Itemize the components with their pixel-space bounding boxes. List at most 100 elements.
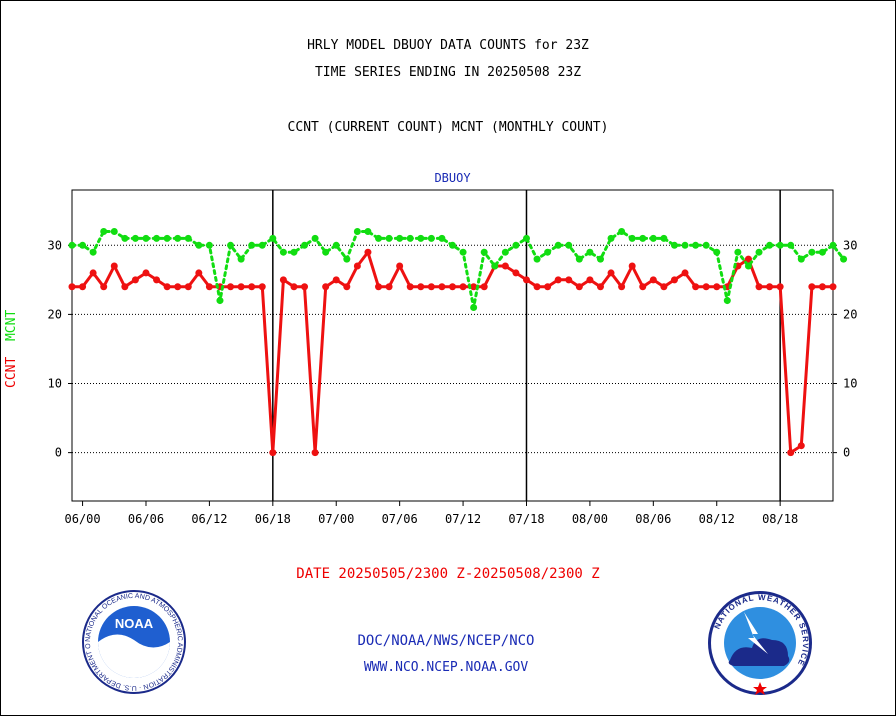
point-ccnt-57 (670, 276, 678, 284)
series-line-ccnt (72, 248, 833, 456)
point-ccnt-9 (163, 283, 171, 291)
point-mcnt-57 (670, 241, 678, 249)
chart-subtitle: CCNT (CURRENT COUNT) MCNT (MONTHLY COUNT… (287, 120, 609, 135)
point-mcnt-6 (131, 234, 139, 242)
point-mcnt-62 (723, 297, 731, 305)
y-tick-label-right-10: 10 (843, 377, 857, 391)
point-mcnt-42 (512, 241, 520, 249)
series-line-mcnt (70, 229, 846, 308)
point-mcnt-46 (554, 241, 562, 249)
point-ccnt-20 (279, 276, 287, 284)
point-ccnt-67 (776, 283, 784, 291)
point-mcnt-21 (290, 248, 298, 256)
point-mcnt-64 (744, 262, 752, 270)
point-mcnt-13 (205, 241, 213, 249)
point-ccnt-19 (269, 449, 277, 457)
point-mcnt-7 (142, 234, 150, 242)
point-mcnt-53 (628, 234, 636, 242)
point-ccnt-1 (79, 283, 87, 291)
point-mcnt-73 (840, 255, 848, 263)
point-mcnt-37 (459, 248, 467, 256)
x-tick-label-2: 06/12 (191, 512, 227, 526)
x-tick-label-6: 07/12 (445, 512, 481, 526)
y-tick-label-right-20: 20 (843, 307, 857, 321)
point-mcnt-30 (385, 234, 393, 242)
x-tick-label-10: 08/12 (699, 512, 735, 526)
point-ccnt-26 (343, 283, 351, 291)
point-ccnt-28 (364, 248, 372, 256)
point-ccnt-25 (332, 276, 340, 284)
point-ccnt-16 (237, 283, 245, 291)
point-mcnt-48 (575, 255, 583, 263)
point-mcnt-54 (639, 234, 647, 242)
point-mcnt-69 (797, 255, 805, 263)
point-ccnt-69 (797, 442, 805, 450)
point-mcnt-23 (311, 234, 319, 242)
point-mcnt-12 (195, 241, 203, 249)
point-ccnt-44 (533, 283, 541, 291)
point-mcnt-72 (829, 241, 837, 249)
point-mcnt-47 (565, 241, 573, 249)
x-tick-label-5: 07/06 (382, 512, 418, 526)
point-ccnt-38 (470, 283, 478, 291)
title-line-2: TIME SERIES ENDING IN 20250508 23Z (314, 65, 582, 80)
point-ccnt-4 (110, 262, 118, 270)
point-ccnt-41 (501, 262, 509, 270)
point-mcnt-5 (121, 234, 129, 242)
point-mcnt-65 (755, 248, 763, 256)
point-mcnt-61 (713, 248, 721, 256)
noaa-logo: NATIONAL OCEANIC AND ATMOSPHERIC ADMINIS… (80, 590, 186, 694)
point-ccnt-48 (575, 283, 583, 291)
point-ccnt-8 (153, 276, 161, 284)
point-mcnt-29 (375, 234, 383, 242)
x-tick-label-4: 07/00 (318, 512, 354, 526)
point-ccnt-13 (205, 283, 213, 291)
point-mcnt-56 (660, 234, 668, 242)
point-ccnt-55 (649, 276, 657, 284)
point-mcnt-22 (301, 241, 309, 249)
point-ccnt-49 (586, 276, 594, 284)
point-ccnt-2 (89, 269, 97, 277)
point-mcnt-17 (248, 241, 256, 249)
point-ccnt-58 (681, 269, 689, 277)
point-ccnt-47 (565, 276, 573, 284)
point-mcnt-66 (766, 241, 774, 249)
x-tick-label-0: 06/00 (65, 512, 101, 526)
y-tick-label-left-20: 20 (48, 307, 62, 321)
point-mcnt-51 (607, 234, 615, 242)
point-ccnt-17 (248, 283, 256, 291)
point-mcnt-44 (533, 255, 541, 263)
point-mcnt-2 (89, 248, 97, 256)
point-mcnt-11 (184, 234, 192, 242)
point-ccnt-72 (829, 283, 837, 291)
point-mcnt-36 (449, 241, 456, 249)
point-ccnt-0 (68, 283, 76, 291)
point-mcnt-34 (427, 234, 435, 242)
y-tick-label-right-30: 30 (843, 238, 857, 252)
org-path-link[interactable]: DOC/NOAA/NWS/NCEP/NCO (357, 633, 535, 649)
point-mcnt-41 (501, 248, 509, 256)
point-ccnt-64 (744, 255, 752, 263)
point-ccnt-50 (596, 283, 604, 291)
point-ccnt-65 (755, 283, 763, 291)
point-mcnt-1 (79, 241, 87, 249)
point-ccnt-12 (195, 269, 203, 277)
point-ccnt-7 (142, 269, 150, 277)
point-mcnt-32 (406, 234, 414, 242)
point-ccnt-29 (375, 283, 383, 291)
y-tick-label-left-10: 10 (48, 377, 62, 391)
point-ccnt-10 (174, 283, 182, 291)
point-mcnt-58 (681, 241, 689, 249)
point-ccnt-59 (692, 283, 700, 291)
y-tick-label-right-0: 0 (843, 446, 850, 460)
point-ccnt-21 (290, 283, 298, 291)
point-mcnt-49 (586, 248, 594, 256)
point-mcnt-20 (279, 248, 287, 256)
point-ccnt-53 (628, 262, 636, 270)
plot-area-border (71, 189, 834, 502)
website-link[interactable]: WWW.NCO.NCEP.NOAA.GOV (363, 660, 529, 675)
point-ccnt-15 (227, 283, 235, 291)
date-range-label: DATE 20250505/2300 Z-20250508/2300 Z (296, 566, 600, 582)
point-ccnt-45 (544, 283, 552, 291)
